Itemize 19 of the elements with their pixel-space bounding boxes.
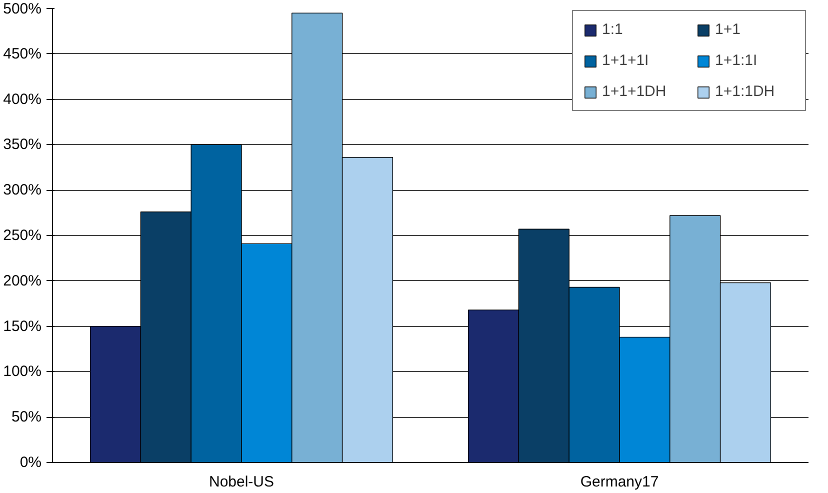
y-tick-label: 300% <box>3 182 42 199</box>
y-tick-label: 350% <box>3 136 42 154</box>
legend-label: 1+1+1DH <box>602 83 668 100</box>
legend-label: 1+1:1I <box>715 52 758 69</box>
y-tick-label: 0% <box>20 454 42 471</box>
legend-label: 1+1:1DH <box>715 83 776 100</box>
x-tick-label: Germany17 <box>580 474 659 490</box>
y-tick-label: 450% <box>3 45 42 62</box>
y-tick-label: 50% <box>11 408 42 426</box>
y-tick-label: 250% <box>3 227 42 244</box>
y-tick-label: 400% <box>3 90 42 108</box>
x-tick-label: Nobel-US <box>208 474 274 490</box>
legend-label: 1:1 <box>602 21 624 38</box>
y-tick-label: 100% <box>3 363 42 380</box>
legend-label: 1+1+1I <box>602 52 650 69</box>
y-tick-label: 200% <box>3 272 42 290</box>
y-tick-label: 150% <box>3 318 42 335</box>
y-tick-label: 500% <box>3 0 42 18</box>
legend-label: 1+1 <box>715 21 742 38</box>
